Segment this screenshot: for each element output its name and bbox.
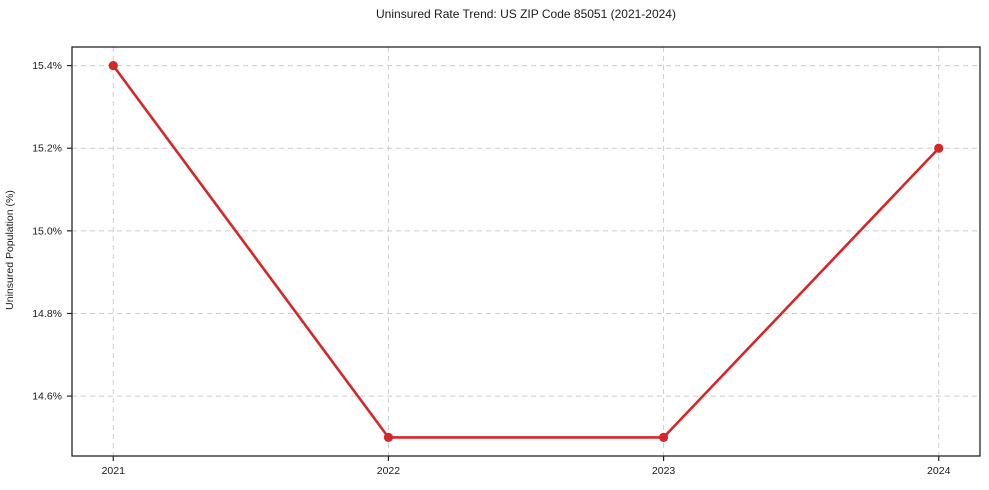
- x-tick-label: 2022: [377, 465, 401, 477]
- x-tick-label: 2021: [102, 465, 126, 477]
- x-tick-label: 2024: [927, 465, 951, 477]
- y-tick-label: 15.2%: [32, 143, 62, 155]
- x-tick-label: 2023: [652, 465, 676, 477]
- data-point: [108, 60, 118, 71]
- chart-title: Uninsured Rate Trend: US ZIP Code 85051 …: [376, 7, 676, 21]
- data-point: [383, 432, 394, 443]
- plot-border: [71, 46, 981, 457]
- data-point: [658, 432, 669, 443]
- y-tick-label: 14.6%: [32, 391, 62, 403]
- y-tick-label: 14.8%: [32, 308, 62, 320]
- y-tick-label: 15.0%: [32, 225, 62, 237]
- data-point: [934, 143, 944, 153]
- y-tick-label: 15.4%: [32, 60, 62, 72]
- trend-line: [111, 64, 941, 439]
